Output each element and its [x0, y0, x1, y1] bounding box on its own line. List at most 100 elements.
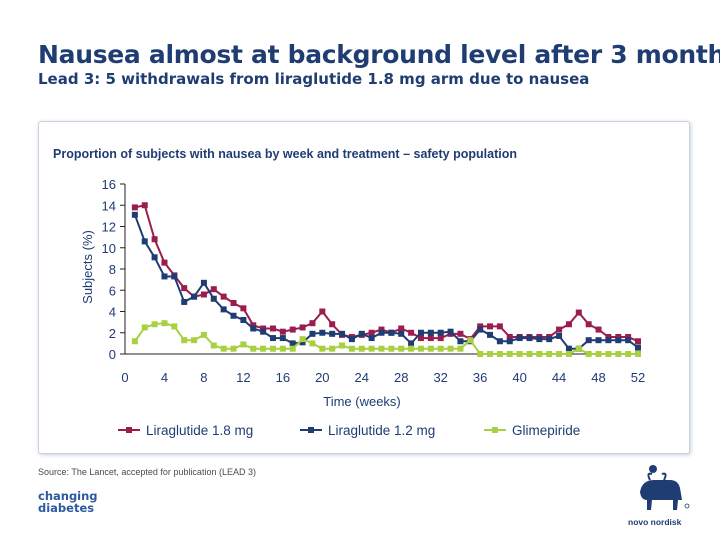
- page-subtitle: Lead 3: 5 withdrawals from liraglutide 1…: [38, 70, 590, 88]
- legend-item: Liraglutide 1.8 mg: [118, 423, 253, 438]
- data-point: [329, 330, 336, 337]
- chart-title: Proportion of subjects with nausea by we…: [53, 147, 517, 161]
- data-point: [447, 328, 454, 335]
- data-point: [289, 326, 296, 333]
- legend-marker: [126, 427, 132, 433]
- data-point: [487, 323, 494, 330]
- data-point: [575, 345, 582, 352]
- x-axis-ticks: 0 4 8 12 16 20 24 28 32 36 40 44 48 52: [121, 370, 645, 385]
- x-tick-label: 8: [200, 370, 207, 385]
- data-point: [171, 323, 178, 330]
- data-point: [309, 320, 316, 327]
- legend-marker: [492, 427, 498, 433]
- x-tick-label: 44: [552, 370, 566, 385]
- data-point: [496, 338, 503, 345]
- data-point: [417, 329, 424, 336]
- data-point: [427, 329, 434, 336]
- series-line: [134, 322, 638, 355]
- data-point: [181, 285, 188, 292]
- data-point: [378, 329, 385, 336]
- data-point: [329, 321, 336, 328]
- data-point: [240, 341, 247, 348]
- data-point: [368, 329, 375, 336]
- data-point: [230, 312, 237, 319]
- data-point: [615, 351, 622, 357]
- x-tick-label: 12: [236, 370, 250, 385]
- data-point: [181, 337, 188, 344]
- legend-marker: [308, 427, 314, 433]
- data-point: [496, 323, 503, 330]
- data-point: [575, 309, 582, 316]
- data-point: [368, 345, 375, 352]
- data-point: [220, 306, 227, 313]
- data-point: [556, 332, 563, 339]
- data-point: [388, 345, 395, 352]
- y-axis-label: Subjects (%): [80, 230, 95, 304]
- x-tick-label: 40: [512, 370, 526, 385]
- data-point: [506, 351, 513, 357]
- data-point: [299, 324, 306, 331]
- data-point: [348, 336, 355, 343]
- data-point: [319, 345, 326, 352]
- data-point: [309, 340, 316, 347]
- data-point: [536, 351, 543, 357]
- apis-bull-icon: [640, 465, 690, 510]
- series-line: [134, 204, 639, 343]
- data-point: [536, 336, 543, 343]
- y-tick-label: 12: [102, 220, 116, 235]
- data-point: [417, 345, 424, 352]
- data-point: [457, 330, 464, 337]
- data-point: [358, 330, 365, 337]
- data-point: [408, 340, 415, 347]
- data-point: [595, 326, 602, 333]
- data-point: [348, 345, 355, 352]
- data-point: [181, 298, 188, 305]
- x-tick-label: 48: [591, 370, 605, 385]
- data-point: [151, 254, 158, 261]
- data-point: [299, 339, 306, 346]
- data-point: [477, 351, 484, 357]
- data-point: [131, 204, 138, 211]
- data-point: [200, 279, 207, 286]
- data-point: [625, 337, 632, 344]
- data-point: [220, 293, 227, 300]
- data-point: [487, 351, 494, 357]
- data-point: [269, 335, 276, 342]
- y-tick-label: 4: [109, 305, 116, 320]
- data-point: [289, 340, 296, 347]
- data-point: [565, 321, 572, 328]
- data-point: [605, 334, 612, 340]
- data-point: [240, 317, 247, 323]
- data-point: [408, 345, 415, 352]
- data-point: [506, 338, 513, 345]
- data-point: [141, 238, 148, 245]
- changing-diabetes-logo: changing diabetes: [38, 490, 98, 514]
- data-point: [556, 351, 563, 357]
- data-point: [131, 338, 138, 345]
- data-point: [467, 337, 474, 344]
- data-point: [250, 345, 257, 352]
- x-tick-label: 28: [394, 370, 408, 385]
- x-axis-label: Time (weeks): [323, 394, 401, 409]
- data-point: [279, 335, 286, 342]
- data-point: [595, 351, 602, 357]
- data-point: [368, 335, 375, 342]
- x-tick-label: 24: [355, 370, 369, 385]
- data-point: [269, 325, 276, 332]
- data-point: [200, 331, 207, 338]
- data-point: [625, 351, 632, 357]
- data-point: [329, 345, 336, 352]
- y-tick-label: 2: [109, 326, 116, 341]
- data-point: [250, 322, 257, 329]
- legend-label: Liraglutide 1.2 mg: [328, 423, 435, 438]
- data-point: [565, 345, 572, 352]
- legend-label: Liraglutide 1.8 mg: [146, 423, 253, 438]
- data-point: [240, 305, 247, 312]
- data-point: [279, 328, 286, 335]
- y-tick-label: 0: [109, 347, 116, 362]
- x-tick-label: 52: [631, 370, 645, 385]
- data-point: [477, 323, 484, 330]
- series-line: [133, 214, 639, 350]
- data-point: [546, 336, 553, 343]
